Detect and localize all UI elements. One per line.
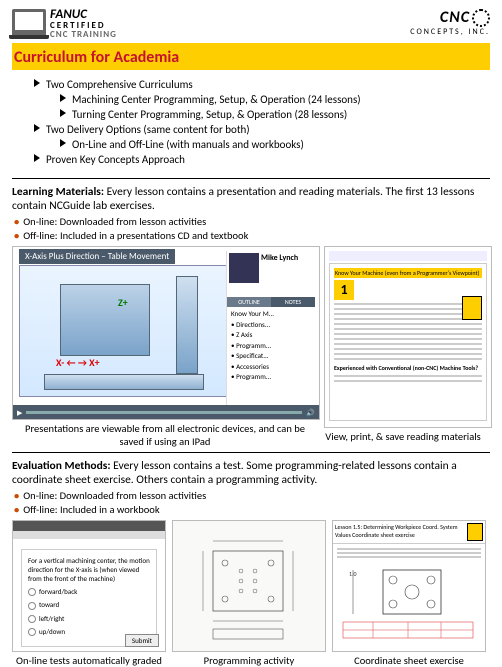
overview-item: Two Comprehensive Curriculums bbox=[34, 78, 490, 91]
x-axis-label: X- ← → X+ bbox=[56, 356, 100, 369]
outline-item[interactable]: Know Your M... bbox=[231, 309, 311, 320]
reader-title: Know Your Machine (even from a Programme… bbox=[334, 268, 482, 278]
divider bbox=[12, 452, 490, 453]
quiz-option[interactable]: forward/back bbox=[28, 587, 150, 596]
chapter-number: 1 bbox=[334, 280, 354, 300]
chevron-right-icon bbox=[60, 109, 66, 117]
programming-caption: Programming activity bbox=[172, 654, 326, 667]
overview-item: Two Delivery Options (same content for b… bbox=[34, 123, 490, 136]
fanuc-badge-icon bbox=[467, 523, 483, 541]
presenter-sidebar: Mike Lynch OUTLINE NOTES Know Your M...•… bbox=[226, 251, 315, 411]
radio-icon bbox=[28, 588, 36, 596]
outline-item[interactable]: • Specificat... bbox=[231, 351, 311, 362]
reader-panel: Know Your Machine (even from a Programme… bbox=[324, 246, 492, 428]
overview-list: Two Comprehensive Curriculums Machining C… bbox=[12, 70, 490, 174]
chevron-right-icon bbox=[34, 124, 40, 132]
brand-training: CNC TRAINING bbox=[50, 30, 117, 39]
reader-toolbar bbox=[329, 251, 487, 261]
radio-icon bbox=[28, 602, 36, 610]
overview-item: Proven Key Concepts Approach bbox=[34, 153, 490, 166]
sheet-drawing-icon: 1.0 bbox=[333, 562, 485, 642]
reader-caption: View, print, & save reading materials bbox=[324, 430, 482, 443]
outline-item[interactable]: • Programm... bbox=[231, 341, 311, 352]
coordinate-sheet-panel: Lesson 1.5: Determining Workpiece Coord.… bbox=[332, 520, 486, 652]
chevron-right-icon bbox=[60, 94, 66, 102]
machine-diagram: X- ← → X+ Z+ bbox=[19, 265, 227, 397]
overview-item: On-Line and Off-Line (with manuals and w… bbox=[60, 138, 490, 151]
volume-icon[interactable]: 🔊 bbox=[306, 408, 315, 417]
overview-item: Turning Center Programming, Setup, & Ope… bbox=[60, 108, 490, 121]
drawing-icon bbox=[173, 521, 325, 651]
outline-item[interactable]: • Programm... bbox=[231, 372, 311, 383]
fanuc-logo: FANUC CERTIFIED CNC TRAINING bbox=[12, 8, 117, 39]
company-logo: CNC CONCEPTS, INC. bbox=[410, 8, 490, 37]
programming-panel bbox=[172, 520, 326, 652]
tab-outline[interactable]: OUTLINE bbox=[227, 297, 271, 307]
z-axis-label: Z+ bbox=[118, 296, 128, 309]
presentation-panel: X-Axis Plus Direction – Table Movement X… bbox=[12, 246, 320, 420]
chevron-right-icon bbox=[34, 154, 40, 162]
radio-icon bbox=[28, 615, 36, 623]
overview-item: Machining Center Programming, Setup, & O… bbox=[60, 93, 490, 106]
tab-notes[interactable]: NOTES bbox=[271, 297, 315, 307]
outline-item[interactable]: • Z Axis bbox=[231, 330, 311, 341]
progress-track[interactable] bbox=[26, 411, 302, 414]
outline-item[interactable]: • Directions... bbox=[231, 320, 311, 331]
company-name: CONCEPTS, INC. bbox=[410, 27, 490, 37]
chevron-right-icon bbox=[60, 139, 66, 147]
reader-section: Experienced with Conventional (non-CNC) … bbox=[334, 364, 482, 372]
presentation-caption: Presentations are viewable from all elec… bbox=[12, 422, 318, 448]
player-bar[interactable]: ▶🔊 bbox=[13, 405, 319, 419]
learning-sub1: •On-line: Downloaded from lesson activit… bbox=[12, 215, 490, 228]
quiz-panel: For a vertical machining center, the mot… bbox=[12, 520, 166, 652]
gear-icon bbox=[472, 9, 490, 27]
learning-heading: Learning Materials: Every lesson contain… bbox=[12, 185, 490, 213]
sheet-title: Lesson 1.5: Determining Workpiece Coord.… bbox=[335, 523, 467, 541]
page-header: FANUC CERTIFIED CNC TRAINING CNC CONCEPT… bbox=[12, 8, 490, 39]
coordinate-caption: Coordinate sheet exercise bbox=[332, 654, 486, 667]
quiz-option[interactable]: left/right bbox=[28, 614, 150, 623]
diagram-title: X-Axis Plus Direction – Table Movement bbox=[19, 249, 175, 264]
fanuc-badge-icon bbox=[462, 296, 482, 320]
outline-item[interactable]: • Accessories bbox=[231, 362, 311, 373]
divider bbox=[12, 178, 490, 179]
quiz-option[interactable]: toward bbox=[28, 600, 150, 609]
monitor-icon bbox=[12, 9, 46, 39]
outline-list: Know Your M...• Directions...• Z Axis• P… bbox=[227, 307, 315, 385]
presenter-photo bbox=[229, 253, 259, 283]
chevron-right-icon bbox=[34, 79, 40, 87]
radio-icon bbox=[28, 628, 36, 636]
learning-sub2: •Off-line: Included in a presentations C… bbox=[12, 229, 490, 242]
submit-button[interactable]: Submit bbox=[125, 634, 159, 647]
play-icon[interactable]: ▶ bbox=[17, 408, 22, 417]
eval-sub2: •Off-line: Included in a workbook bbox=[12, 503, 490, 516]
quiz-caption: On-line tests automatically graded bbox=[12, 654, 166, 667]
company-mark: CNC bbox=[440, 8, 470, 27]
quiz-question: For a vertical machining center, the mot… bbox=[28, 556, 150, 583]
eval-heading: Evaluation Methods: Every lesson contain… bbox=[12, 459, 490, 487]
eval-sub1: •On-line: Downloaded from lesson activit… bbox=[12, 489, 490, 502]
page-title: Curriculum for Academia bbox=[12, 43, 490, 70]
